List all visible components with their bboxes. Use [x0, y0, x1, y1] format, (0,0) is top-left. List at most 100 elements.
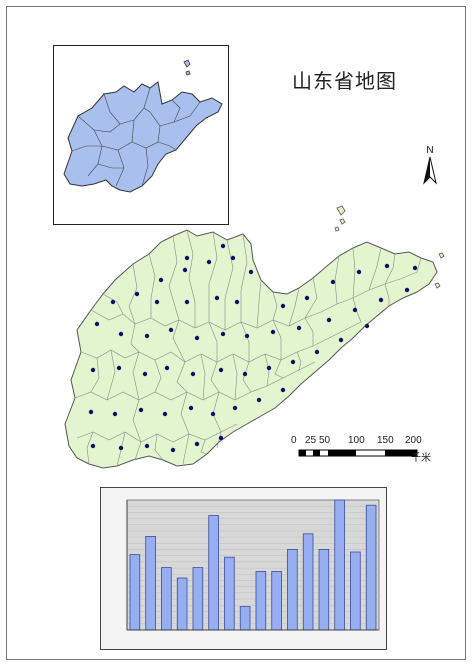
province-shape	[64, 229, 438, 469]
chart-bar	[208, 515, 219, 631]
chart-bar	[192, 567, 204, 631]
county-seat-point	[338, 337, 344, 343]
chart-bar	[129, 554, 141, 631]
county-seat-point	[164, 365, 170, 371]
county-seat-point	[378, 297, 384, 303]
county-boundaries	[74, 229, 422, 467]
islands	[334, 205, 445, 289]
county-seat-point	[142, 371, 148, 377]
chart-bar	[334, 499, 345, 631]
county-seat-point	[314, 349, 320, 355]
county-seat-point	[194, 441, 200, 447]
island	[336, 205, 346, 216]
inset-province-shape	[63, 81, 223, 193]
scale-tick-label: 200	[405, 435, 422, 446]
county-seat-point	[326, 317, 332, 323]
county-seat-points	[88, 243, 418, 453]
island	[438, 252, 445, 259]
chart-bar	[224, 556, 235, 631]
chart-bar	[239, 606, 251, 631]
north-arrow-icon: N	[423, 145, 437, 185]
bar-chart	[126, 499, 380, 631]
county-seat-point	[330, 279, 336, 285]
scale-tick-label: 25	[305, 435, 317, 446]
chart-panel	[100, 487, 387, 650]
inset-island	[183, 59, 191, 68]
chart-bar	[271, 571, 282, 631]
county-seat-point	[168, 327, 174, 333]
county-seat-point	[364, 323, 370, 329]
inset-island	[185, 70, 191, 76]
island	[334, 226, 340, 232]
county-seat-point	[90, 367, 96, 373]
county-seat-point	[134, 291, 140, 297]
county-seat-point	[270, 329, 276, 335]
chart-bar	[176, 577, 188, 631]
county-seat-point	[170, 447, 176, 453]
scale-bar: 0 25 50 100 150 200 千米	[291, 435, 441, 467]
chart-bar	[161, 567, 172, 631]
county-seat-point	[210, 411, 216, 417]
county-seat-point	[230, 255, 236, 261]
county-seat-point	[280, 387, 286, 393]
county-seat-point	[154, 299, 160, 305]
county-seat-point	[194, 335, 200, 341]
main-map	[64, 205, 445, 469]
county-seat-point	[218, 367, 224, 373]
county-seat-point	[220, 331, 226, 337]
county-seat-point	[220, 243, 226, 249]
layout-frame: 山东省地图 N	[6, 6, 466, 660]
county-seat-point	[214, 295, 220, 301]
county-seat-point	[182, 267, 188, 273]
county-seat-point	[256, 397, 262, 403]
county-seat-point	[296, 325, 302, 331]
county-seat-point	[242, 371, 248, 377]
county-seat-point	[110, 299, 116, 305]
chart-bar	[318, 549, 330, 631]
county-seat-point	[88, 409, 94, 415]
inset-county-boundaries	[71, 87, 201, 187]
county-seat-point	[184, 255, 190, 261]
county-seat-point	[290, 359, 296, 365]
inset-map-frame	[53, 45, 229, 225]
scale-tick-label: 50	[319, 435, 331, 446]
county-seat-point	[112, 411, 118, 417]
scale-tick-label: 0	[291, 435, 297, 446]
county-seat-point	[352, 307, 358, 313]
county-seat-point	[190, 371, 196, 377]
county-seat-point	[144, 333, 150, 339]
scale-tick-label: 150	[377, 435, 394, 446]
county-seat-point	[404, 287, 410, 293]
county-seat-point	[188, 405, 194, 411]
county-seat-point	[90, 443, 96, 449]
inset-map	[63, 59, 223, 193]
chart-bar	[255, 571, 267, 631]
scale-unit-label: 千米	[411, 453, 431, 464]
county-seat-point	[118, 331, 124, 337]
county-seat-point	[94, 321, 100, 327]
chart-bar	[145, 536, 156, 631]
chart-bar	[287, 549, 298, 631]
county-seat-point	[118, 445, 124, 451]
county-seat-point	[158, 277, 164, 283]
county-seat-point	[280, 303, 286, 309]
chart-bar	[302, 533, 314, 631]
county-seat-point	[218, 435, 224, 441]
chart-bar	[350, 551, 361, 631]
county-seat-point	[384, 263, 390, 269]
county-seat-point	[304, 295, 310, 301]
county-seat-point	[138, 407, 144, 413]
county-seat-point	[116, 365, 122, 371]
county-seat-point	[184, 299, 190, 305]
county-seat-point	[162, 411, 168, 417]
county-seat-point	[356, 269, 362, 275]
county-seat-point	[248, 269, 254, 275]
island	[339, 218, 346, 225]
county-seat-point	[206, 259, 212, 265]
scale-tick-label: 100	[348, 435, 365, 446]
county-seat-point	[232, 405, 238, 411]
county-seat-point	[144, 443, 150, 449]
county-seat-point	[412, 265, 418, 271]
county-seat-point	[266, 365, 272, 371]
island	[434, 282, 441, 289]
